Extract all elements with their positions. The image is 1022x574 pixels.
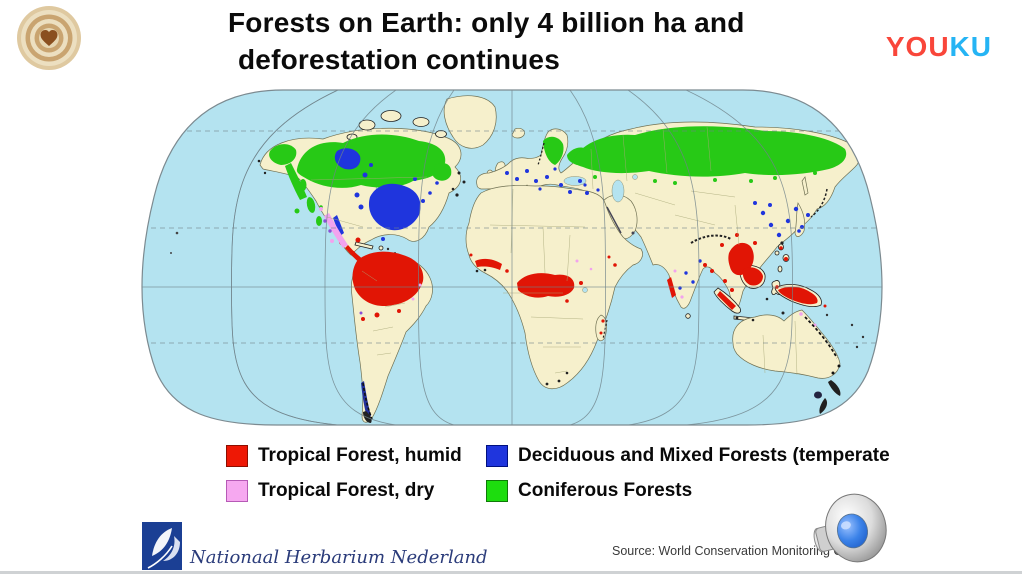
slide-title: Forests on Earth: only 4 billion ha and …: [228, 4, 828, 78]
forest-coniferous-layer: [269, 126, 847, 226]
herbarium-footer: Nationaal Herbarium Nederland: [142, 522, 488, 570]
slide-title-line2: deforestation continues: [238, 44, 560, 75]
map-legend: Tropical Forest, humid Deciduous and Mix…: [226, 438, 890, 508]
tree-rings-heart-logo: [14, 3, 84, 73]
youku-watermark: YOUKU: [886, 31, 992, 63]
legend-item-tropical-dry: Tropical Forest, dry: [226, 473, 486, 508]
forest-tropical-humid-layer: [339, 233, 827, 335]
legend-label-tropical-dry: Tropical Forest, dry: [258, 479, 435, 501]
legend-item-tropical-humid: Tropical Forest, humid: [226, 438, 486, 473]
world-forest-map-svg: [141, 89, 883, 426]
herbarium-logo-icon: [142, 522, 182, 570]
legend-label-tropical-humid: Tropical Forest, humid: [258, 444, 462, 466]
forest-tropical-dry-layer: [319, 207, 817, 327]
graticule: [142, 90, 882, 425]
legend-item-deciduous-mixed: Deciduous and Mixed Forests (temperate: [486, 438, 890, 473]
speaker-icon[interactable]: [806, 489, 898, 569]
youku-you: YOU: [885, 31, 950, 62]
legend-label-coniferous: Coniferous Forests: [518, 479, 693, 501]
legend-swatch-coniferous: [486, 479, 508, 502]
herbarium-org-name: Nationaal Herbarium Nederland: [190, 547, 488, 568]
legend-swatch-tropical-dry: [226, 479, 248, 502]
video-frame-edge: [0, 571, 1022, 574]
legend-swatch-tropical-humid: [226, 444, 248, 467]
legend-swatch-deciduous-mixed: [486, 444, 508, 467]
legend-item-coniferous: Coniferous Forests: [486, 473, 890, 508]
world-forest-map: [115, 85, 905, 430]
tree-rings-icon: [17, 6, 81, 70]
youku-ku: KU: [949, 31, 992, 62]
legend-label-deciduous-mixed: Deciduous and Mixed Forests (temperate: [518, 444, 890, 466]
source-credit: Source: World Conservation Monitoring Ce…: [612, 544, 871, 558]
slide-title-line1: Forests on Earth: only 4 billion ha and: [228, 7, 745, 38]
country-borders: [310, 126, 798, 376]
